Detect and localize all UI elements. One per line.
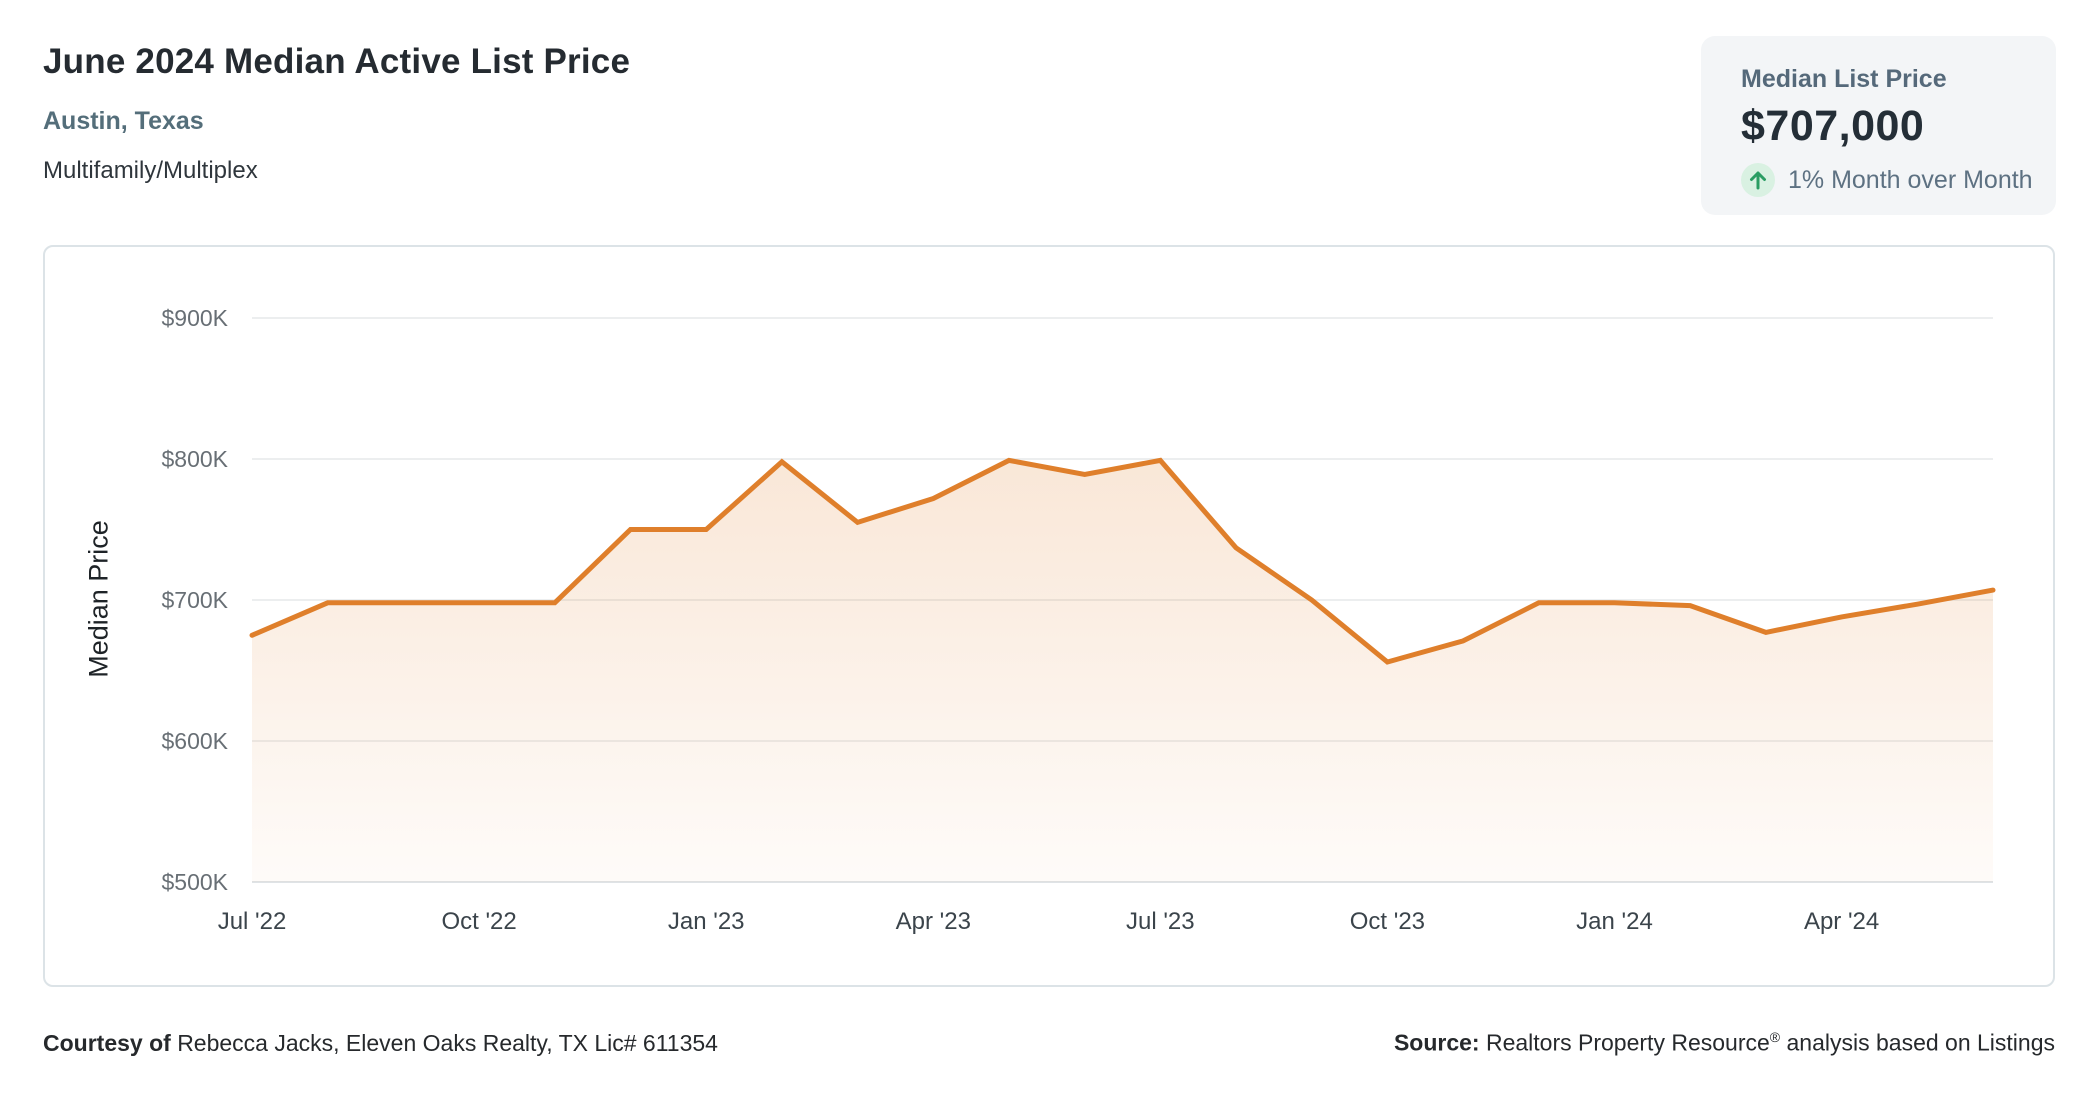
- x-tick-label: Oct '23: [1350, 908, 1425, 935]
- location-subtitle: Austin, Texas: [43, 107, 204, 135]
- chart-card: $500K $600K $700K $800K $900K Jul '22 Oct '22 J…: [43, 245, 2055, 987]
- source-name: Realtors Property Resource: [1485, 1029, 1770, 1056]
- stat-card-value: $707,000: [1741, 102, 1925, 150]
- month-over-month-row: 1% Month over Month: [1741, 163, 2056, 197]
- y-tick-label: $600K: [161, 728, 228, 754]
- x-tick-label: Jan '23: [668, 908, 745, 935]
- trend-up-arrow-glyph: [1750, 171, 1766, 190]
- x-tick-label: Oct '22: [441, 908, 516, 935]
- y-tick-label: $800K: [161, 446, 228, 472]
- source-suffix: analysis based on Listings: [1786, 1029, 2056, 1056]
- median-price-chart: $500K $600K $700K $800K $900K Jul '22 Oct '22 J…: [161, 305, 1996, 935]
- courtesy-label: Courtesy of: [43, 1029, 171, 1056]
- page-title: June 2024 Median Active List Price: [43, 42, 631, 81]
- trend-up-arrow-icon: [1741, 163, 1775, 197]
- courtesy-value: Rebecca Jacks, Eleven Oaks Realty, TX Li…: [177, 1029, 718, 1056]
- x-tick-label: Jul '23: [1126, 908, 1195, 935]
- registered-mark: ®: [1769, 1029, 1781, 1045]
- source-label: Source:: [1393, 1029, 1480, 1056]
- price-area: [252, 460, 1993, 882]
- median-list-price-card: Median List Price $707,000 1% Month over…: [1701, 36, 2056, 215]
- price-line: [249, 457, 1996, 665]
- source-text: Source: Realtors Property Resource® anal…: [1394, 1029, 2055, 1057]
- x-tick-label: Apr '23: [896, 908, 971, 935]
- y-tick-label: $900K: [161, 305, 228, 331]
- stat-card-label: Median List Price: [1741, 65, 1947, 93]
- footer: Courtesy of Rebecca Jacks, Eleven Oaks R…: [43, 1029, 2055, 1057]
- x-tick-label: Jan '24: [1576, 908, 1653, 935]
- x-tick-label: Jul '22: [218, 908, 287, 935]
- courtesy-text: Courtesy of Rebecca Jacks, Eleven Oaks R…: [43, 1030, 718, 1057]
- y-axis-title: Median Price: [83, 520, 114, 678]
- stat-card-change-text: 1% Month over Month: [1788, 165, 2033, 194]
- y-tick-label: $700K: [161, 587, 228, 613]
- x-tick-label: Apr '24: [1804, 908, 1879, 935]
- y-tick-label: $500K: [161, 869, 228, 895]
- property-type-label: Multifamily/Multiplex: [43, 157, 258, 184]
